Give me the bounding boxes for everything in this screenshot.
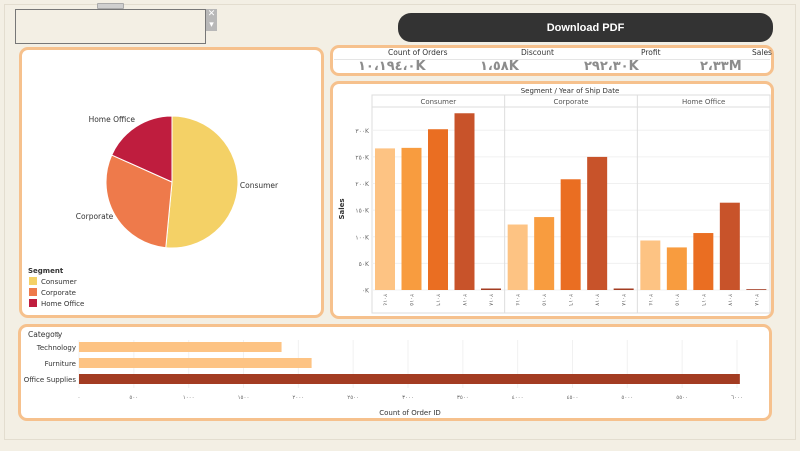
x-tick-label-year: ٢٠١٦ [700, 294, 706, 306]
bar-home-office-2018 [746, 289, 767, 290]
kpi-value-discount: ١،٥٨K [480, 59, 519, 74]
kpi-label-discount: Discount [521, 48, 554, 57]
bar-corporate-2014 [507, 224, 528, 290]
bar-consumer-2014 [375, 148, 395, 290]
hbar-furniture [79, 358, 312, 368]
bar-chart-title: Segment / Year of Ship Date [521, 87, 620, 95]
x-tick-label: ٤٥٠٠ [567, 395, 579, 401]
sort-icon[interactable]: ⇅ [54, 331, 60, 339]
category-panel [18, 324, 772, 421]
hbar-technology [79, 342, 282, 352]
hbar-office-supplies [79, 374, 740, 384]
bar-consumer-2018 [481, 288, 501, 290]
dropdown-icon[interactable]: ▾ [209, 20, 214, 30]
bar-home-office-2015 [666, 247, 687, 290]
x-tick-label: ٥٠٠٠ [621, 395, 633, 401]
pie-label-corporate: Corporate [76, 212, 114, 221]
bar-corporate-2017 [587, 156, 608, 290]
x-tick-label: ١٥٠٠ [238, 395, 250, 401]
y-tick-label: ٠K [362, 288, 370, 295]
x-tick-label: ٢٠٠٠ [292, 395, 304, 401]
y-tick-label: ١٠٠K [355, 234, 370, 241]
x-tick-label-year: ٢٠١٥ [408, 294, 414, 306]
kpi-label-profit: Profit [641, 48, 661, 57]
kpi-value-profit: ٢٩٢،٣٠K [584, 59, 639, 74]
kpi-label-sales: Sales [752, 48, 772, 57]
x-tick-label-year: ٢٠١٤ [382, 294, 388, 306]
category-bar-chart: Category ⇅ ٠ ٥٠٠ ١٠٠٠ ١٥٠٠ ٢٠٠٠ ٢٥٠٠ ٣٠٠٠ ٣٥٠٠ ٤… [24, 330, 743, 417]
bar-consumer-2015 [401, 147, 422, 290]
pie-label-home-office: Home Office [89, 115, 136, 124]
bar-home-office-2016 [693, 233, 714, 290]
kpi-divider [334, 59, 770, 60]
legend-item-consumer: Consumer [41, 278, 77, 286]
filter-controls[interactable]: ✕ ▾ [206, 9, 217, 31]
x-tick-label-year: ٢٠١٨ [488, 294, 494, 306]
bar-consumer-2017 [454, 113, 475, 290]
y-tick-label: ٣٠٠K [355, 128, 370, 135]
x-tick-label: ٣٥٠٠ [457, 395, 469, 401]
pie-panel [19, 47, 324, 318]
x-tick-label-year: ٢٠١٦ [435, 294, 441, 306]
legend-swatch-consumer [29, 277, 37, 285]
x-tick-label: ١٠٠٠ [183, 395, 195, 401]
category-label-furniture: Furniture [45, 360, 76, 368]
x-tick-label: ٤٠٠٠ [512, 395, 524, 401]
y-tick-label: ٢٠٠K [355, 181, 370, 188]
drag-handle-icon[interactable] [97, 3, 124, 9]
kpi-panel [330, 45, 774, 76]
legend-swatch-home-office [29, 299, 37, 307]
category-label-technology: Technology [36, 344, 76, 352]
legend-item-corporate: Corporate [41, 289, 76, 297]
sales-by-segment-year-chart: Segment / Year of Ship Date Sales ٠K ٥٠K ١… [338, 87, 771, 314]
x-tick-label-year: ٢٠١٨ [753, 294, 759, 306]
plot-frame [371, 94, 771, 314]
kpi-value-sales: ٢،٣٣M [700, 59, 742, 74]
group-header-home-office: Home Office [682, 98, 725, 106]
x-tick-label-year: ٢٠١٥ [541, 294, 547, 306]
legend-item-home-office: Home Office [41, 300, 84, 308]
close-icon[interactable]: ✕ [207, 9, 216, 19]
x-tick-label-year: ٢٠١٧ [594, 294, 600, 306]
y-tick-label: ٢٥٠K [355, 154, 370, 161]
x-tick-label-year: ٢٠١٨ [620, 294, 626, 306]
bar-corporate-2015 [534, 217, 555, 290]
pie-slice-home-office [111, 115, 173, 183]
group-header-consumer: Consumer [420, 98, 456, 106]
segment-pie-chart: Consumer Corporate Home Office Segment C… [28, 115, 279, 308]
pie-slice-corporate [105, 154, 173, 249]
bar-corporate-2016 [560, 179, 581, 290]
kpi-value-count-orders: ١٠،١٩٤،٠K [358, 59, 426, 74]
pie-label-consumer: Consumer [240, 181, 279, 190]
bar-corporate-2018 [613, 288, 634, 290]
x-tick-label-year: ٢٠١٧ [461, 294, 467, 306]
legend-swatch-corporate [29, 288, 37, 296]
x-tick-label-year: ٢٠١٤ [647, 294, 653, 306]
x-tick-label-year: ٢٠١٦ [567, 294, 573, 306]
x-tick-label-year: ٢٠١٧ [726, 294, 732, 306]
x-tick-label-year: ٢٠١٥ [673, 294, 679, 306]
filter-box[interactable] [15, 9, 206, 44]
x-tick-label: ٣٠٠٠ [402, 395, 414, 401]
y-tick-label: ٥٠K [359, 261, 370, 268]
download-pdf-button[interactable]: Download PDF [398, 13, 773, 42]
x-tick-label: ٦٠٠٠ [731, 395, 743, 401]
group-header-corporate: Corporate [554, 98, 589, 106]
bar-home-office-2017 [719, 202, 740, 290]
x-tick-label: ٥٠٠ [129, 395, 138, 401]
legend-title: Segment [28, 267, 64, 275]
bar-consumer-2016 [428, 129, 448, 290]
bar-home-office-2014 [640, 240, 661, 290]
category-axis-title: Category [28, 330, 63, 339]
x-tick-label: ٢٥٠٠ [347, 395, 359, 401]
y-tick-label: ١٥٠K [355, 208, 370, 215]
pie-slice-consumer [165, 115, 239, 249]
y-axis-title: Sales [338, 198, 346, 219]
kpi-label-count-orders: Count of Orders [388, 48, 448, 57]
x-tick-label: ٥٥٠٠ [676, 395, 688, 401]
x-tick-label-year: ٢٠١٤ [514, 294, 520, 306]
x-axis-title: Count of Order ID [379, 409, 441, 417]
category-label-office-supplies: Office Supplies [24, 376, 77, 384]
x-tick-label: ٠ [78, 395, 81, 401]
